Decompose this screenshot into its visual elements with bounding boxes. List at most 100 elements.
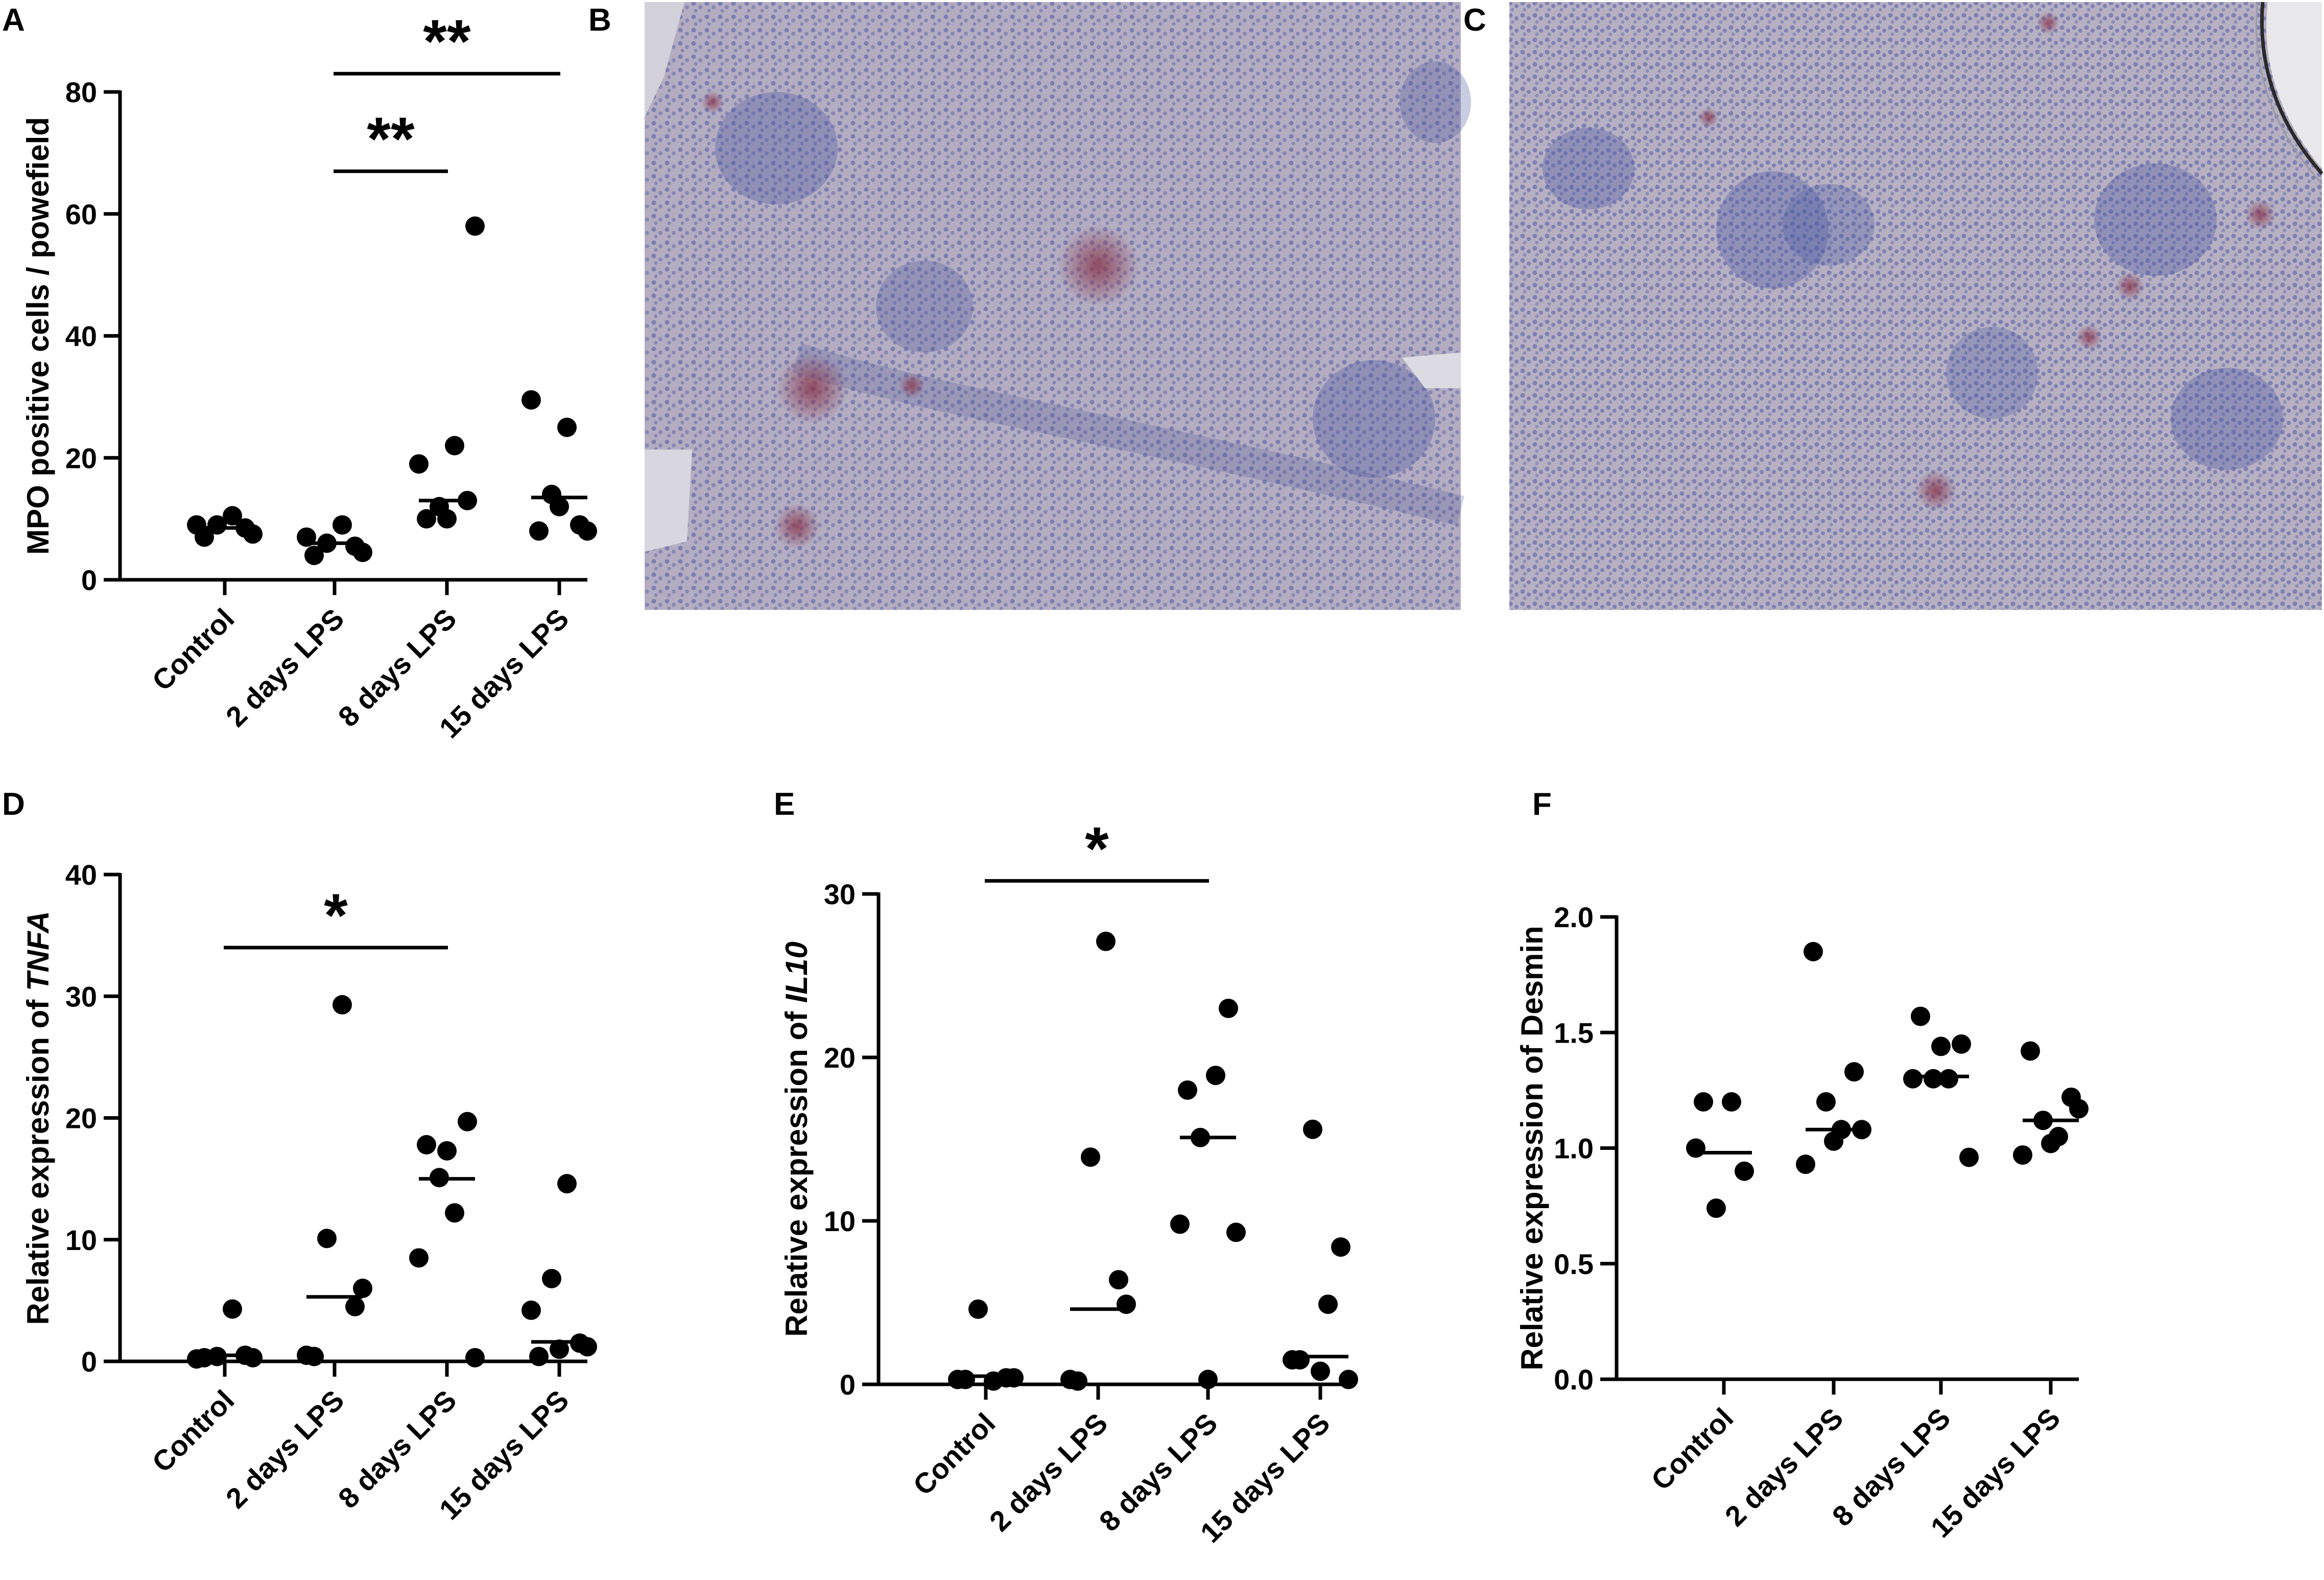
data-point (1735, 1161, 1754, 1181)
data-point (1339, 1370, 1358, 1389)
data-point (465, 1348, 485, 1367)
data-point (1722, 1092, 1741, 1112)
data-point (1311, 1361, 1330, 1381)
chart-d-tnfa: Relative expression of TNFA 0 10 20 30 40 Con… (21, 859, 597, 1526)
panel-letter-a: A (2, 3, 25, 38)
y-tick-label: 1.5 (1554, 1017, 1594, 1049)
data-point (333, 995, 352, 1015)
data-point (437, 1141, 457, 1161)
y-tick-label: 20 (65, 442, 97, 474)
data-point (2021, 1041, 2040, 1061)
data-point (187, 515, 206, 535)
panel-letter-c: C (1463, 3, 1486, 38)
data-point (529, 521, 549, 541)
data-point (1283, 1350, 1302, 1370)
chart-a-mpo: MPO positive cells / powefield 0 20 40 60 80… (21, 7, 597, 744)
data-point (550, 1339, 569, 1359)
y-tick-label: 30 (65, 980, 97, 1012)
data-point (353, 543, 372, 562)
data-point (1226, 1222, 1246, 1242)
data-point (445, 436, 464, 456)
category-label: Control (146, 602, 240, 697)
chart-f-desmin: Relative expression of Desmin 0.0 0.5 1.0 1… (1515, 901, 2089, 1544)
data-point (1109, 1270, 1128, 1290)
data-point (1686, 1138, 1705, 1158)
data-point (1117, 1294, 1136, 1314)
data-point (1331, 1237, 1350, 1257)
data-point (2069, 1099, 2089, 1119)
category-label: 2 days LPS (983, 1407, 1114, 1538)
data-point (223, 1299, 242, 1319)
data-point (297, 1346, 316, 1365)
y-tick-label: 10 (65, 1224, 97, 1256)
chart-e-il10: Relative expression of IL10 0 10 20 30 Contr… (779, 814, 1358, 1549)
y-tick-label: 0.5 (1554, 1248, 1594, 1280)
y-tick-label: 40 (65, 320, 97, 352)
category-label: 2 days LPS (220, 1384, 350, 1515)
data-point (1939, 1069, 1958, 1089)
y-tick-label: 0 (840, 1369, 856, 1401)
data-point (409, 1248, 429, 1268)
data-point (207, 515, 227, 535)
data-point (1816, 1092, 1836, 1112)
panel-letter-f: F (1532, 787, 1552, 822)
data-point (1219, 999, 1238, 1018)
category-label: Control (146, 1384, 240, 1478)
category-label: Control (1645, 1402, 1739, 1496)
y-tick-label: 40 (65, 859, 97, 891)
data-point (2013, 1145, 2032, 1165)
data-point (1952, 1034, 1971, 1054)
data-point (557, 1174, 577, 1194)
micrograph-c (1509, 2, 2323, 610)
data-point (550, 497, 569, 516)
data-point (1096, 931, 1116, 951)
significance-label: ** (367, 105, 415, 173)
y-tick-label: 20 (65, 1102, 97, 1135)
data-point (1706, 1198, 1726, 1218)
y-tick-label: 0 (81, 1346, 97, 1378)
data-point (1903, 1069, 1923, 1089)
data-point (1198, 1370, 1218, 1389)
data-point (1804, 941, 1823, 961)
data-point (1844, 1062, 1864, 1082)
data-point (1931, 1036, 1951, 1056)
data-point (353, 1279, 372, 1299)
data-point (465, 216, 485, 236)
chart-d-y-axis-title: Relative expression of TNFA (21, 911, 55, 1325)
chart-f-y-axis-title: Relative expression of Desmin (1515, 926, 1549, 1370)
y-tick-label: 0 (81, 564, 97, 596)
chart-e-y-axis-title: Relative expression of IL10 (779, 941, 814, 1337)
micrograph-b (645, 2, 1471, 610)
data-point (1694, 1092, 1713, 1112)
data-point (409, 454, 429, 474)
data-point (968, 1299, 988, 1319)
data-point (1060, 1370, 1080, 1389)
data-point (1911, 1006, 1930, 1026)
data-point (417, 1135, 436, 1154)
data-point (223, 506, 242, 526)
significance-label: * (1085, 814, 1109, 883)
y-tick-label: 80 (65, 76, 97, 108)
data-point (578, 1337, 597, 1357)
panel-letter-b: B (588, 3, 611, 38)
data-point (984, 1371, 1003, 1391)
significance-label: * (324, 881, 348, 950)
chart-a-y-axis-title: MPO positive cells / powefield (21, 117, 55, 555)
panel-letter-e: E (774, 787, 795, 822)
data-point (521, 390, 541, 410)
data-point (1170, 1214, 1190, 1234)
data-point (1206, 1066, 1225, 1086)
data-point (243, 1348, 263, 1367)
data-point (1303, 1119, 1322, 1139)
data-point (458, 1112, 477, 1131)
y-tick-label: 0.0 (1554, 1363, 1594, 1396)
data-point (529, 1347, 549, 1366)
data-point (187, 1349, 206, 1369)
data-point (317, 1229, 337, 1248)
data-point (445, 1203, 464, 1223)
y-tick-label: 60 (65, 198, 97, 230)
data-point (1796, 1154, 1815, 1174)
data-point (542, 1268, 561, 1288)
data-point (948, 1370, 967, 1389)
data-point (578, 521, 597, 541)
